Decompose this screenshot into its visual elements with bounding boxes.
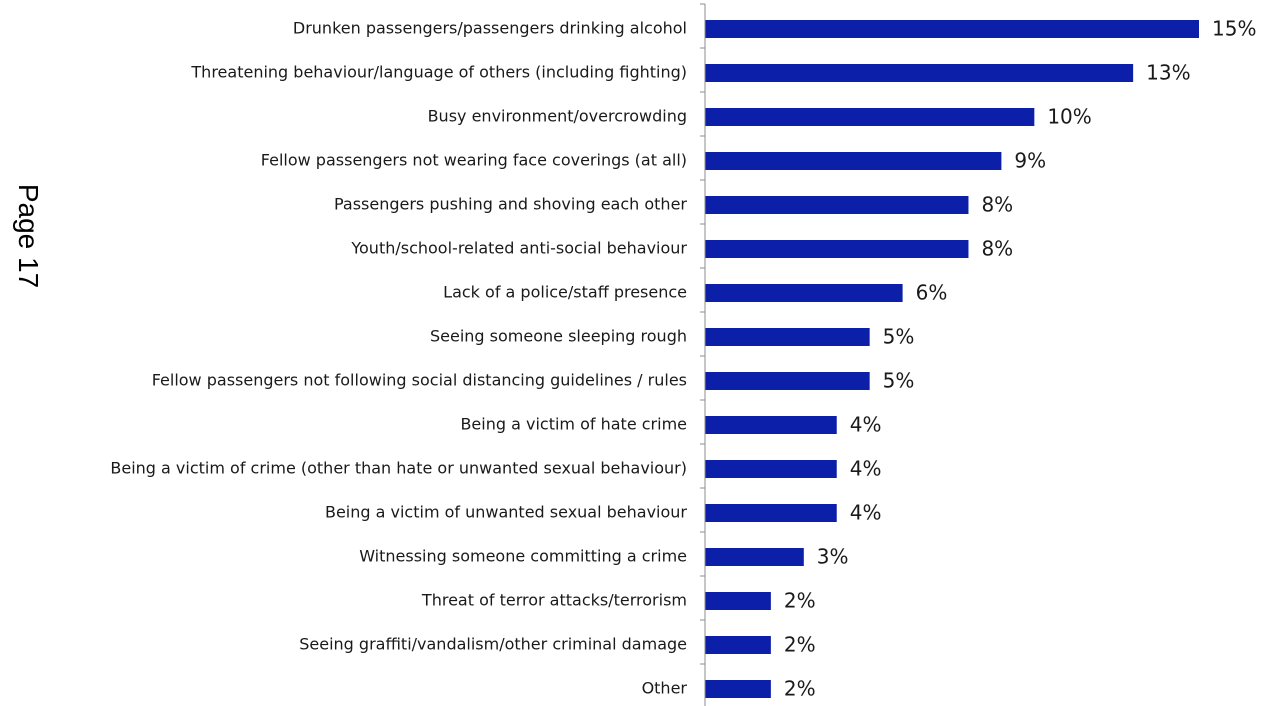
value-labels: 15%13%10%9%8%8%6%5%5%4%4%4%3%2%2%2%: [784, 17, 1257, 701]
data-label: 4%: [850, 413, 882, 437]
data-label: 9%: [1014, 149, 1046, 173]
bar: [705, 240, 969, 258]
bar: [705, 20, 1199, 38]
category-labels: Drunken passengers/passengers drinking a…: [110, 19, 687, 698]
data-label: 8%: [981, 237, 1013, 261]
bar: [705, 548, 804, 566]
category-label: Threat of terror attacks/terrorism: [421, 591, 687, 610]
data-label: 4%: [850, 501, 882, 525]
bar: [705, 680, 771, 698]
bar: [705, 284, 903, 302]
category-label: Seeing someone sleeping rough: [430, 327, 687, 346]
bar: [705, 592, 771, 610]
category-label: Fellow passengers not following social d…: [152, 371, 687, 390]
category-label: Busy environment/overcrowding: [428, 107, 687, 126]
category-label: Threatening behaviour/language of others…: [190, 63, 687, 82]
category-axis: [700, 3, 706, 706]
category-label: Being a victim of crime (other than hate…: [110, 459, 687, 478]
data-label: 13%: [1146, 61, 1190, 85]
category-label: Youth/school-related anti-social behavio…: [350, 239, 687, 258]
category-label: Seeing graffiti/vandalism/other criminal…: [299, 635, 687, 654]
bar: [705, 372, 870, 390]
category-label: Fellow passengers not wearing face cover…: [261, 151, 687, 170]
bar: [705, 152, 1002, 170]
data-label: 4%: [850, 457, 882, 481]
data-label: 5%: [883, 369, 915, 393]
data-label: 5%: [883, 325, 915, 349]
bar: [705, 636, 771, 654]
bar: [705, 460, 837, 478]
bar: [705, 64, 1134, 82]
data-label: 15%: [1212, 17, 1256, 41]
bars: [705, 20, 1199, 698]
data-label: 8%: [981, 193, 1013, 217]
data-label: 3%: [817, 545, 849, 569]
data-label: 2%: [784, 633, 816, 657]
bar: [705, 108, 1035, 126]
bar: [705, 196, 969, 214]
category-label: Drunken passengers/passengers drinking a…: [293, 19, 687, 38]
category-label: Lack of a police/staff presence: [443, 283, 687, 302]
data-label: 2%: [784, 677, 816, 701]
bar: [705, 328, 870, 346]
category-label: Other: [642, 679, 688, 698]
data-label: 6%: [916, 281, 948, 305]
category-label: Witnessing someone committing a crime: [359, 547, 687, 566]
category-label: Being a victim of hate crime: [460, 415, 687, 434]
bar: [705, 416, 837, 434]
category-label: Passengers pushing and shoving each othe…: [334, 195, 687, 214]
category-label: Being a victim of unwanted sexual behavi…: [325, 503, 687, 522]
data-label: 2%: [784, 589, 816, 613]
bar: [705, 504, 837, 522]
data-label: 10%: [1047, 105, 1091, 129]
